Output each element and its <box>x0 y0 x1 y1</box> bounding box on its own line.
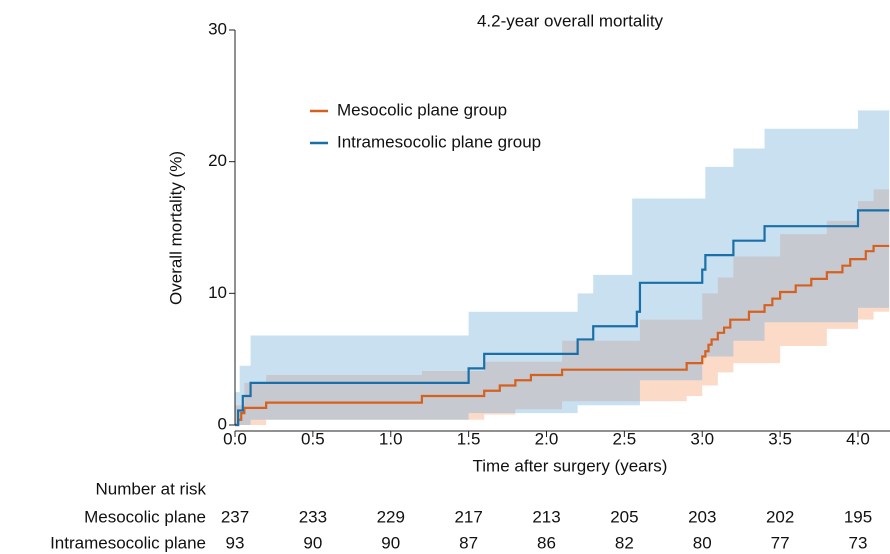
x-tick-label: 3.5 <box>768 429 792 448</box>
x-tick-label: 1.5 <box>457 429 481 448</box>
survival-line <box>235 209 890 427</box>
risk-count: 217 <box>454 507 482 526</box>
x-tick-label: 0.0 <box>223 429 247 448</box>
risk-count: 229 <box>377 507 405 526</box>
risk-count: 90 <box>303 533 322 552</box>
risk-table-title: Number at risk <box>95 479 206 498</box>
x-tick-label: 3.0 <box>690 429 714 448</box>
y-tick-label: 10 <box>208 283 227 302</box>
y-axis-label: Overall mortality (%) <box>166 151 185 305</box>
legend-label: Mesocolic plane group <box>337 100 507 119</box>
risk-count: 233 <box>299 507 327 526</box>
risk-count: 77 <box>771 533 790 552</box>
risk-count: 87 <box>459 533 478 552</box>
risk-row-label: Intramesocolic plane <box>50 533 206 552</box>
x-tick-label: 2.5 <box>613 429 637 448</box>
y-tick-label: 0 <box>218 414 227 433</box>
confidence-band <box>235 189 890 425</box>
risk-count: 237 <box>221 507 249 526</box>
risk-count: 205 <box>610 507 638 526</box>
x-tick-label: 2.0 <box>535 429 559 448</box>
y-tick-label: 30 <box>208 19 227 38</box>
chart-title: 4.2-year overall mortality <box>477 11 664 30</box>
risk-row-label: Mesocolic plane <box>84 507 206 526</box>
risk-count: 203 <box>688 507 716 526</box>
risk-count: 90 <box>381 533 400 552</box>
x-tick-label: 1.0 <box>379 429 403 448</box>
risk-count: 80 <box>693 533 712 552</box>
y-tick-label: 20 <box>208 151 227 170</box>
x-tick-label: 4.0 <box>846 429 870 448</box>
risk-count: 93 <box>226 533 245 552</box>
x-axis-label: Time after surgery (years) <box>473 456 668 475</box>
risk-count: 213 <box>532 507 560 526</box>
risk-count: 195 <box>844 507 872 526</box>
risk-count: 73 <box>849 533 868 552</box>
risk-count: 82 <box>615 533 634 552</box>
survival-line <box>235 244 890 427</box>
risk-count: 202 <box>766 507 794 526</box>
risk-count: 86 <box>537 533 556 552</box>
confidence-band <box>235 110 890 426</box>
x-tick-label: 0.5 <box>301 429 325 448</box>
legend-label: Intramesocolic plane group <box>337 132 541 151</box>
